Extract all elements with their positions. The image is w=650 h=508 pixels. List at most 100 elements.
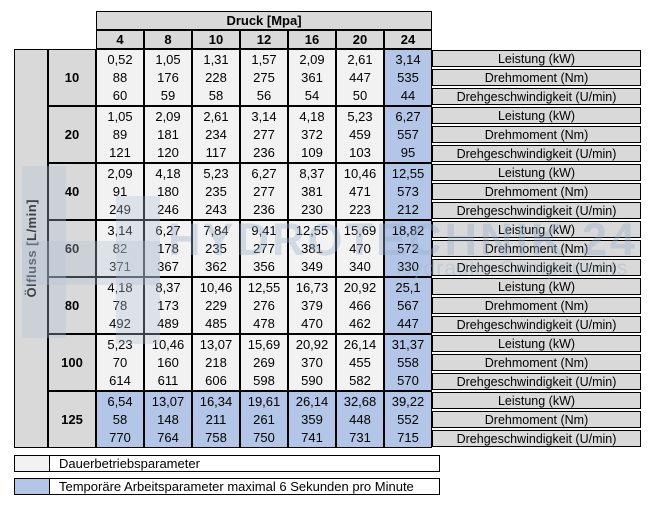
data-cell-flow125-druck24: 39,22 552 715 bbox=[384, 391, 432, 448]
drehgeschwindigkeit-value: 770 bbox=[109, 429, 131, 445]
leistung-value: 2,61 bbox=[347, 52, 373, 68]
leistung-value: 32,68 bbox=[343, 394, 377, 410]
drehmoment-value: 552 bbox=[397, 412, 419, 427]
pressure-header-4: 4 bbox=[96, 30, 144, 49]
drehmoment-value: 176 bbox=[157, 70, 179, 85]
drehmoment-value: 558 bbox=[397, 355, 419, 370]
data-cell-flow100-druck10: 13,07 218 606 bbox=[192, 334, 240, 391]
data-cell-flow20-druck20: 5,23 459 103 bbox=[336, 106, 384, 163]
leistung-value: 10,46 bbox=[151, 337, 185, 353]
leistung-value: 4,18 bbox=[299, 109, 325, 125]
drehgeschwindigkeit-value: 715 bbox=[397, 429, 419, 445]
leistung-value: 20,92 bbox=[295, 337, 329, 353]
flow-header-40: 40 bbox=[48, 163, 96, 220]
drehgeschwindigkeit-value: 371 bbox=[109, 258, 131, 274]
drehmoment-value: 234 bbox=[205, 127, 227, 142]
metric-label-drehmoment: Drehmoment (Nm) bbox=[432, 240, 641, 257]
leistung-value: 39,22 bbox=[391, 394, 425, 410]
leistung-value: 15,69 bbox=[343, 223, 377, 239]
drehgeschwindigkeit-value: 54 bbox=[304, 87, 320, 103]
data-cell-flow60-druck10: 7,84 235 362 bbox=[192, 220, 240, 277]
data-cell-flow100-druck12: 15,69 269 598 bbox=[240, 334, 288, 391]
data-cell-flow40-druck4: 2,09 91 249 bbox=[96, 163, 144, 220]
metric-label-leistung: Leistung (kW) bbox=[432, 50, 641, 67]
drehgeschwindigkeit-value: 236 bbox=[253, 201, 275, 217]
metric-label-drehgeschwindigkeit: Drehgeschwindigkeit (U/min) bbox=[432, 88, 641, 105]
drehmoment-value: 181 bbox=[157, 127, 179, 142]
data-cell-flow80-druck10: 10,46 229 485 bbox=[192, 277, 240, 334]
data-cell-flow125-druck16: 26,14 359 741 bbox=[288, 391, 336, 448]
leistung-value: 26,14 bbox=[295, 394, 329, 410]
data-cell-flow60-druck20: 15,69 470 340 bbox=[336, 220, 384, 277]
data-cell-flow80-druck16: 16,73 379 470 bbox=[288, 277, 336, 334]
drehgeschwindigkeit-value: 362 bbox=[205, 258, 227, 274]
data-cell-flow20-druck12: 3,14 277 236 bbox=[240, 106, 288, 163]
drehmoment-value: 379 bbox=[301, 298, 323, 313]
flow-header-80: 80 bbox=[48, 277, 96, 334]
legend-swatch-continuous bbox=[15, 456, 50, 471]
drehmoment-value: 572 bbox=[397, 241, 419, 256]
metric-label-drehmoment: Drehmoment (Nm) bbox=[432, 354, 641, 371]
leistung-value: 3,14 bbox=[395, 52, 421, 68]
drehmoment-value: 359 bbox=[301, 412, 323, 427]
data-cell-flow125-druck10: 16,34 211 758 bbox=[192, 391, 240, 448]
leistung-value: 2,09 bbox=[155, 109, 181, 125]
drehmoment-value: 372 bbox=[301, 127, 323, 142]
leistung-value: 5,23 bbox=[347, 109, 373, 125]
drehgeschwindigkeit-value: 758 bbox=[205, 429, 227, 445]
leistung-value: 6,27 bbox=[155, 223, 181, 239]
data-cell-flow40-druck16: 8,37 381 230 bbox=[288, 163, 336, 220]
leistung-value: 6,54 bbox=[107, 394, 133, 410]
drehmoment-value: 180 bbox=[157, 184, 179, 199]
leistung-value: 31,37 bbox=[391, 337, 425, 353]
leistung-value: 8,37 bbox=[155, 280, 181, 296]
leistung-value: 1,31 bbox=[203, 52, 229, 68]
drehmoment-value: 160 bbox=[157, 355, 179, 370]
drehmoment-value: 82 bbox=[112, 241, 128, 256]
leistung-value: 4,18 bbox=[155, 166, 181, 182]
data-cell-flow80-druck12: 12,55 276 478 bbox=[240, 277, 288, 334]
drehgeschwindigkeit-value: 243 bbox=[205, 201, 227, 217]
metric-label-drehgeschwindigkeit: Drehgeschwindigkeit (U/min) bbox=[432, 259, 641, 276]
data-cell-flow100-druck24: 31,37 558 570 bbox=[384, 334, 432, 391]
drehmoment-value: 89 bbox=[112, 127, 128, 142]
drehgeschwindigkeit-value: 750 bbox=[253, 429, 275, 445]
drehmoment-value: 466 bbox=[349, 298, 371, 313]
metric-label-leistung: Leistung (kW) bbox=[432, 221, 641, 238]
pressure-header-10: 10 bbox=[192, 30, 240, 49]
data-cell-flow20-druck24: 6,27 557 95 bbox=[384, 106, 432, 163]
drehgeschwindigkeit-value: 212 bbox=[397, 201, 419, 217]
drehgeschwindigkeit-value: 764 bbox=[157, 429, 179, 445]
drehgeschwindigkeit-value: 95 bbox=[400, 144, 416, 160]
leistung-value: 3,14 bbox=[107, 223, 133, 239]
leistung-value: 1,05 bbox=[107, 109, 133, 125]
drehgeschwindigkeit-value: 570 bbox=[397, 372, 419, 388]
drehgeschwindigkeit-value: 109 bbox=[301, 144, 323, 160]
drehmoment-value: 277 bbox=[253, 184, 275, 199]
drehmoment-value: 455 bbox=[349, 355, 371, 370]
drehgeschwindigkeit-value: 489 bbox=[157, 315, 179, 331]
drehgeschwindigkeit-value: 117 bbox=[205, 144, 227, 160]
pressure-header-8: 8 bbox=[144, 30, 192, 49]
leistung-value: 2,61 bbox=[203, 109, 229, 125]
drehgeschwindigkeit-value: 120 bbox=[157, 144, 179, 160]
data-cell-flow80-druck4: 4,18 78 492 bbox=[96, 277, 144, 334]
drehgeschwindigkeit-value: 462 bbox=[349, 315, 371, 331]
drehmoment-value: 275 bbox=[253, 70, 275, 85]
data-cell-flow100-druck20: 26,14 455 582 bbox=[336, 334, 384, 391]
data-cell-flow125-druck20: 32,68 448 731 bbox=[336, 391, 384, 448]
leistung-value: 7,84 bbox=[203, 223, 229, 239]
drehgeschwindigkeit-value: 367 bbox=[157, 258, 179, 274]
leistung-value: 12,55 bbox=[247, 280, 281, 296]
drehgeschwindigkeit-value: 60 bbox=[112, 87, 128, 103]
data-cell-flow10-druck20: 2,61 447 50 bbox=[336, 49, 384, 106]
data-cell-flow40-druck20: 10,46 471 223 bbox=[336, 163, 384, 220]
data-cell-flow100-druck8: 10,46 160 611 bbox=[144, 334, 192, 391]
drehgeschwindigkeit-value: 356 bbox=[253, 258, 275, 274]
metric-label-drehmoment: Drehmoment (Nm) bbox=[432, 411, 641, 428]
drehgeschwindigkeit-value: 611 bbox=[157, 372, 179, 388]
flow-header-20: 20 bbox=[48, 106, 96, 163]
druck-axis-header: Druck [Mpa] bbox=[96, 11, 432, 30]
data-cell-flow10-druck8: 1,05 176 59 bbox=[144, 49, 192, 106]
